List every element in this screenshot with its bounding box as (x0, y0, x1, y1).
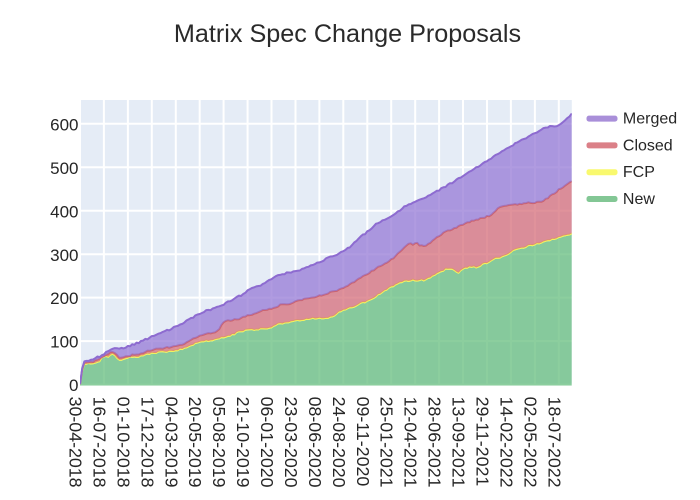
svg-text:08-06-2020: 08-06-2020 (305, 397, 325, 488)
svg-text:18-07-2022: 18-07-2022 (544, 397, 564, 488)
svg-text:600: 600 (50, 115, 78, 134)
svg-text:New: New (623, 191, 655, 208)
svg-text:20-05-2019: 20-05-2019 (185, 397, 205, 488)
svg-text:500: 500 (50, 159, 78, 178)
svg-text:Matrix Spec Change Proposals: Matrix Spec Change Proposals (174, 20, 521, 48)
svg-text:400: 400 (50, 202, 78, 221)
svg-text:200: 200 (50, 289, 78, 308)
svg-text:12-04-2021: 12-04-2021 (401, 397, 421, 488)
svg-text:100: 100 (50, 333, 78, 352)
svg-text:30-04-2018: 30-04-2018 (66, 397, 86, 488)
svg-text:Closed: Closed (623, 137, 673, 154)
svg-text:28-06-2021: 28-06-2021 (425, 397, 445, 488)
svg-text:FCP: FCP (623, 164, 655, 181)
svg-text:14-02-2022: 14-02-2022 (496, 397, 516, 488)
svg-text:25-01-2021: 25-01-2021 (377, 397, 397, 488)
svg-text:17-12-2018: 17-12-2018 (137, 397, 157, 488)
svg-text:29-11-2021: 29-11-2021 (473, 397, 493, 487)
svg-text:09-11-2020: 09-11-2020 (353, 397, 373, 487)
svg-text:21-10-2019: 21-10-2019 (233, 397, 253, 488)
svg-text:300: 300 (50, 246, 78, 265)
svg-text:16-07-2018: 16-07-2018 (89, 397, 109, 488)
svg-text:06-01-2020: 06-01-2020 (257, 397, 277, 488)
svg-text:01-10-2018: 01-10-2018 (113, 397, 133, 488)
svg-text:13-09-2021: 13-09-2021 (449, 397, 469, 488)
svg-text:05-08-2019: 05-08-2019 (209, 397, 229, 488)
svg-text:Merged: Merged (623, 111, 677, 128)
svg-text:0: 0 (69, 376, 78, 395)
svg-text:02-05-2022: 02-05-2022 (520, 397, 540, 488)
svg-text:04-03-2019: 04-03-2019 (161, 397, 181, 488)
svg-text:24-08-2020: 24-08-2020 (329, 397, 349, 488)
svg-text:23-03-2020: 23-03-2020 (281, 397, 301, 488)
